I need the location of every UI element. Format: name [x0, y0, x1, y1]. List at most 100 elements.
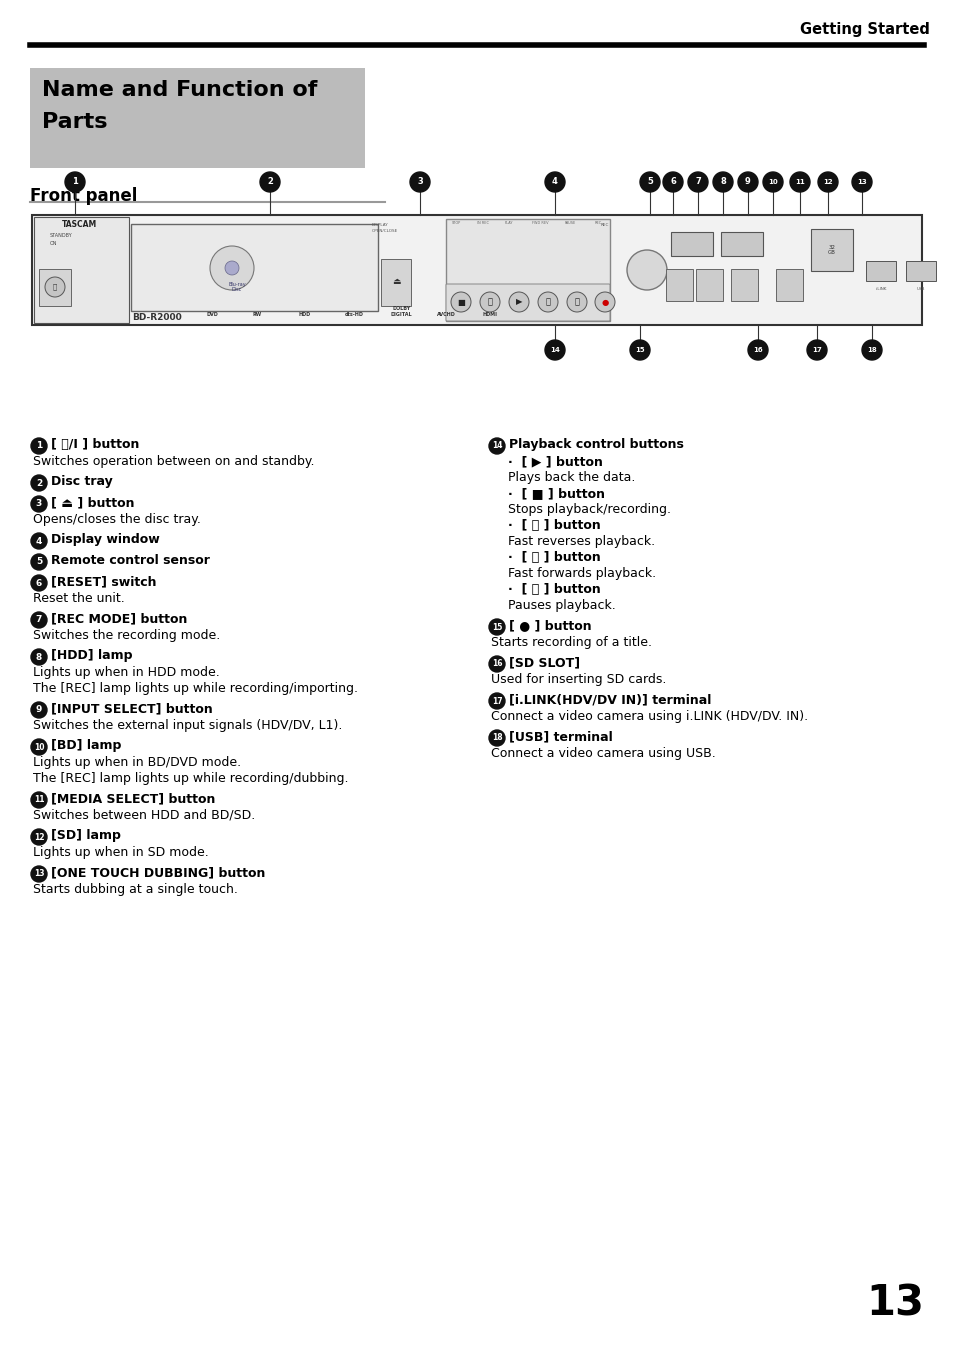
Circle shape	[509, 292, 529, 312]
Text: 3: 3	[416, 177, 422, 186]
Text: 18: 18	[866, 347, 876, 352]
Circle shape	[30, 792, 47, 809]
Text: ⏏: ⏏	[392, 278, 400, 286]
FancyBboxPatch shape	[34, 217, 129, 323]
Text: ⏻: ⏻	[52, 284, 57, 290]
Circle shape	[489, 693, 504, 709]
FancyBboxPatch shape	[865, 261, 895, 281]
Text: 16: 16	[491, 660, 501, 668]
Circle shape	[738, 171, 758, 192]
Text: Blu-ray: Blu-ray	[228, 282, 246, 288]
Text: ·  [ ⏪ ] button: · [ ⏪ ] button	[507, 518, 600, 532]
Circle shape	[595, 292, 615, 312]
Text: DVD: DVD	[207, 312, 218, 317]
Text: [ ⏻/I ] button: [ ⏻/I ] button	[51, 437, 139, 451]
Text: REC: REC	[595, 221, 601, 225]
Circle shape	[762, 171, 782, 192]
Text: REC: REC	[600, 223, 609, 227]
Text: 32
GB: 32 GB	[827, 244, 835, 255]
Text: The [REC] lamp lights up while recording/importing.: The [REC] lamp lights up while recording…	[33, 682, 357, 695]
Circle shape	[30, 437, 47, 454]
Text: [USB] terminal: [USB] terminal	[509, 730, 612, 742]
Text: [HDD] lamp: [HDD] lamp	[51, 649, 132, 662]
Circle shape	[489, 437, 504, 454]
Circle shape	[210, 246, 253, 290]
Circle shape	[30, 829, 47, 845]
Text: 2: 2	[267, 177, 273, 186]
Text: ▶: ▶	[516, 297, 521, 306]
Text: USB: USB	[916, 288, 924, 292]
Text: 9: 9	[744, 177, 750, 186]
Text: Starts dubbing at a single touch.: Starts dubbing at a single touch.	[33, 883, 237, 896]
Text: Parts: Parts	[42, 112, 108, 132]
Text: ON: ON	[50, 242, 57, 246]
FancyBboxPatch shape	[446, 219, 609, 321]
Text: Switches between HDD and BD/SD.: Switches between HDD and BD/SD.	[33, 809, 255, 822]
Circle shape	[479, 292, 499, 312]
Circle shape	[544, 340, 564, 360]
Circle shape	[817, 171, 837, 192]
Text: dts-HD: dts-HD	[345, 312, 363, 317]
Text: Plays back the data.: Plays back the data.	[507, 471, 635, 485]
Text: Reset the unit.: Reset the unit.	[33, 593, 125, 605]
Text: [BD] lamp: [BD] lamp	[51, 738, 121, 752]
Text: 4: 4	[36, 536, 42, 545]
Text: TASCAM: TASCAM	[62, 220, 97, 230]
Text: Fast forwards playback.: Fast forwards playback.	[507, 567, 656, 580]
Text: 17: 17	[811, 347, 821, 352]
Circle shape	[489, 730, 504, 747]
Text: 13: 13	[865, 1282, 923, 1324]
Text: Switches the recording mode.: Switches the recording mode.	[33, 629, 220, 643]
Circle shape	[30, 865, 47, 882]
Text: HDD: HDD	[298, 312, 311, 317]
Text: The [REC] lamp lights up while recording/dubbing.: The [REC] lamp lights up while recording…	[33, 772, 348, 784]
Text: ·  [ ■ ] button: · [ ■ ] button	[507, 487, 604, 500]
Circle shape	[30, 649, 47, 666]
Circle shape	[489, 620, 504, 634]
Text: 16: 16	[753, 347, 762, 352]
Text: RW: RW	[253, 312, 262, 317]
Circle shape	[537, 292, 558, 312]
Circle shape	[30, 475, 47, 491]
Text: 3: 3	[36, 500, 42, 509]
Text: 12: 12	[33, 833, 44, 841]
Circle shape	[789, 171, 809, 192]
Text: Lights up when in HDD mode.: Lights up when in HDD mode.	[33, 666, 219, 679]
Text: ·  [ ▶ ] button: · [ ▶ ] button	[507, 455, 602, 468]
Text: Starts recording of a title.: Starts recording of a title.	[491, 636, 651, 649]
Text: 9: 9	[36, 706, 42, 714]
Circle shape	[30, 575, 47, 591]
Text: 13: 13	[856, 180, 866, 185]
FancyBboxPatch shape	[720, 232, 762, 256]
FancyBboxPatch shape	[670, 232, 712, 256]
FancyBboxPatch shape	[30, 68, 365, 167]
Text: 14: 14	[491, 441, 501, 451]
Circle shape	[30, 702, 47, 718]
Circle shape	[30, 612, 47, 628]
Text: STOP: STOP	[452, 221, 460, 225]
Circle shape	[65, 171, 85, 192]
Circle shape	[851, 171, 871, 192]
Text: Fast reverses playback.: Fast reverses playback.	[507, 535, 655, 548]
Text: ●: ●	[600, 297, 608, 306]
Text: BD-R2000: BD-R2000	[132, 313, 182, 323]
Text: ·  [ ⏸ ] button: · [ ⏸ ] button	[507, 583, 600, 595]
Text: 18: 18	[491, 733, 502, 743]
Text: Lights up when in BD/DVD mode.: Lights up when in BD/DVD mode.	[33, 756, 241, 770]
Text: 6: 6	[36, 579, 42, 587]
Text: 15: 15	[492, 622, 501, 632]
Text: HDMI: HDMI	[482, 312, 497, 317]
Circle shape	[410, 171, 430, 192]
Text: [ONE TOUCH DUBBING] button: [ONE TOUCH DUBBING] button	[51, 865, 265, 879]
Text: Stops playback/recording.: Stops playback/recording.	[507, 504, 670, 516]
Text: ⏪: ⏪	[487, 297, 492, 306]
Text: Remote control sensor: Remote control sensor	[51, 554, 210, 567]
Text: ·  [ ⏩ ] button: · [ ⏩ ] button	[507, 551, 600, 564]
Circle shape	[544, 171, 564, 192]
Text: [SD SLOT]: [SD SLOT]	[509, 656, 579, 670]
Circle shape	[30, 533, 47, 549]
Circle shape	[712, 171, 732, 192]
Text: 2: 2	[36, 478, 42, 487]
Text: [SD] lamp: [SD] lamp	[51, 829, 121, 842]
Text: ⏸: ⏸	[574, 297, 578, 306]
